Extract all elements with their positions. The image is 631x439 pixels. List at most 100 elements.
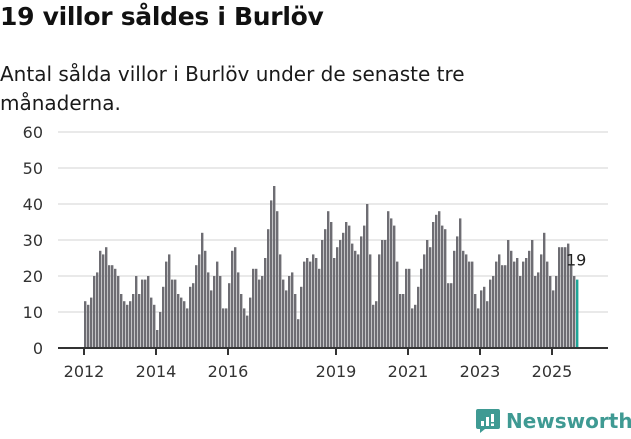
bar bbox=[564, 247, 567, 348]
bar bbox=[537, 272, 540, 348]
bar bbox=[417, 286, 420, 348]
x-tick-label: 2016 bbox=[208, 362, 249, 381]
bar bbox=[450, 283, 453, 348]
bar bbox=[510, 250, 513, 348]
bar bbox=[297, 319, 300, 348]
bar bbox=[213, 276, 216, 348]
bar bbox=[471, 261, 474, 348]
bar bbox=[573, 276, 576, 348]
bar bbox=[528, 250, 531, 348]
bar bbox=[135, 276, 138, 348]
newsworthy-logo: Newsworthy bbox=[476, 408, 631, 434]
bar bbox=[405, 268, 408, 348]
bar bbox=[231, 250, 234, 348]
logo-text: Newsworthy bbox=[506, 409, 631, 433]
bar bbox=[522, 261, 525, 348]
bar bbox=[159, 312, 162, 348]
bar bbox=[330, 222, 333, 348]
bar bbox=[93, 276, 96, 348]
bar bbox=[99, 250, 102, 348]
bar bbox=[195, 265, 198, 348]
bar bbox=[237, 272, 240, 348]
bar bbox=[516, 258, 519, 348]
bar bbox=[123, 301, 126, 348]
bar bbox=[189, 286, 192, 348]
bar bbox=[129, 301, 132, 348]
bar bbox=[216, 261, 219, 348]
bar bbox=[264, 258, 267, 348]
bar bbox=[474, 294, 477, 348]
bar bbox=[501, 265, 504, 348]
bar bbox=[444, 229, 447, 348]
bar bbox=[294, 294, 297, 348]
bar bbox=[513, 261, 516, 348]
bar bbox=[201, 232, 204, 348]
bar bbox=[420, 268, 423, 348]
bar bbox=[456, 236, 459, 348]
y-tick-label: 10 bbox=[23, 303, 43, 322]
bar bbox=[126, 304, 129, 348]
bar bbox=[186, 308, 189, 348]
bar bbox=[396, 261, 399, 348]
bar bbox=[225, 308, 228, 348]
chart-subtitle: Antal sålda villor i Burlöv under de sen… bbox=[0, 62, 465, 115]
bar bbox=[276, 211, 279, 348]
bar bbox=[363, 225, 366, 348]
y-tick-label: 60 bbox=[23, 123, 43, 142]
bar bbox=[102, 254, 105, 348]
bar bbox=[273, 186, 276, 348]
bar bbox=[147, 276, 150, 348]
bar bbox=[258, 279, 261, 348]
bar bbox=[87, 304, 90, 348]
bar bbox=[402, 294, 405, 348]
bar bbox=[570, 265, 573, 348]
bar bbox=[381, 240, 384, 348]
bar bbox=[192, 283, 195, 348]
y-tick-label: 50 bbox=[23, 159, 43, 178]
bar bbox=[558, 247, 561, 348]
y-tick-label: 40 bbox=[23, 195, 43, 214]
bar bbox=[549, 276, 552, 348]
bar bbox=[399, 294, 402, 348]
bar bbox=[534, 276, 537, 348]
bar bbox=[309, 261, 312, 348]
bar bbox=[360, 236, 363, 348]
bar bbox=[243, 308, 246, 348]
bar bbox=[288, 276, 291, 348]
bar bbox=[285, 290, 288, 348]
bar bbox=[132, 294, 135, 348]
bar bbox=[153, 304, 156, 348]
bar bbox=[372, 304, 375, 348]
bar bbox=[423, 254, 426, 348]
bar bbox=[246, 315, 249, 348]
x-tick-label: 2023 bbox=[460, 362, 501, 381]
bar bbox=[120, 294, 123, 348]
bar bbox=[390, 218, 393, 348]
bar bbox=[546, 261, 549, 348]
bar bbox=[156, 330, 159, 348]
bar bbox=[150, 297, 153, 348]
bar bbox=[300, 286, 303, 348]
y-tick-label: 30 bbox=[23, 231, 43, 250]
y-tick-label: 20 bbox=[23, 267, 43, 286]
bar bbox=[441, 225, 444, 348]
bar bbox=[498, 254, 501, 348]
bar bbox=[234, 247, 237, 348]
bar bbox=[141, 279, 144, 348]
page-title: 19 villor såldes i Burlöv bbox=[0, 2, 324, 31]
bar bbox=[540, 254, 543, 348]
bar bbox=[366, 204, 369, 348]
bar bbox=[252, 268, 255, 348]
bar bbox=[318, 268, 321, 348]
bar bbox=[333, 258, 336, 348]
bar bbox=[426, 240, 429, 348]
bar bbox=[108, 265, 111, 348]
x-tick-label: 2025 bbox=[532, 362, 573, 381]
bar bbox=[249, 297, 252, 348]
bar bbox=[351, 243, 354, 348]
bar bbox=[105, 247, 108, 348]
bar bbox=[387, 211, 390, 348]
bar bbox=[117, 276, 120, 348]
bar bbox=[282, 279, 285, 348]
bar bbox=[336, 247, 339, 348]
